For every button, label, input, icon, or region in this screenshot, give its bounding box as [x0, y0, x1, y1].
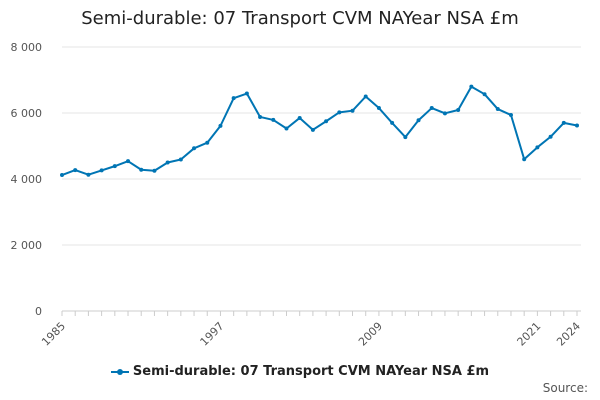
y-tick-label: 8 000 [11, 41, 43, 54]
data-point [522, 157, 527, 162]
x-axis: 1985 1997 2009 2021 2024 [39, 310, 583, 349]
data-point [429, 106, 434, 111]
data-point [86, 172, 91, 177]
data-point [469, 84, 474, 89]
data-point [416, 118, 421, 123]
x-tick-label: 2024 [554, 320, 583, 349]
y-tick-label: 2 000 [11, 239, 43, 252]
data-point [337, 110, 342, 115]
data-point [376, 106, 381, 111]
x-tick-label: 1997 [198, 320, 227, 349]
data-point [482, 92, 487, 97]
data-point [99, 168, 104, 173]
data-point [495, 107, 500, 112]
data-point [310, 127, 315, 132]
data-point [139, 167, 144, 172]
y-tick-label: 6 000 [11, 107, 43, 120]
y-tick-label: 4 000 [11, 173, 43, 186]
source-label: Source: [542, 381, 588, 395]
data-point [403, 135, 408, 140]
y-tick-label: 0 [35, 305, 42, 318]
legend-label: Semi-durable: 07 Transport CVM NAYear NS… [132, 364, 490, 379]
data-point [73, 168, 78, 173]
x-tick-label: 2009 [356, 320, 385, 349]
x-tick-label: 2021 [515, 320, 544, 349]
x-tick-label: 1985 [39, 320, 68, 349]
data-point [231, 96, 236, 101]
data-point [508, 112, 513, 117]
data-point [363, 94, 368, 99]
data-point [112, 164, 117, 169]
data-point [60, 173, 64, 178]
data-point [258, 114, 263, 119]
series-line [61, 85, 578, 176]
data-point [178, 157, 183, 162]
data-point [297, 115, 302, 120]
y-axis: 0 2 000 4 000 6 000 8 000 [11, 41, 43, 318]
data-point [218, 123, 223, 128]
data-point [192, 146, 197, 151]
data-point [205, 140, 210, 145]
data-point [271, 117, 276, 122]
data-point [126, 159, 131, 164]
data-point [284, 126, 289, 131]
data-point [548, 134, 553, 139]
series-group [60, 84, 579, 178]
data-point [324, 119, 329, 124]
chart-title: Semi-durable: 07 Transport CVM NAYear NS… [81, 8, 519, 29]
data-point [575, 123, 579, 128]
grid-lines [62, 46, 581, 246]
data-point [390, 120, 395, 125]
legend[interactable]: Semi-durable: 07 Transport CVM NAYear NS… [0, 364, 600, 379]
data-point [244, 91, 249, 96]
data-point [152, 168, 157, 173]
legend-swatch [110, 367, 129, 377]
data-point [165, 160, 170, 165]
data-point [561, 120, 566, 125]
data-point [442, 111, 447, 116]
data-point [535, 145, 540, 150]
data-point [350, 108, 355, 113]
data-point [456, 108, 461, 113]
